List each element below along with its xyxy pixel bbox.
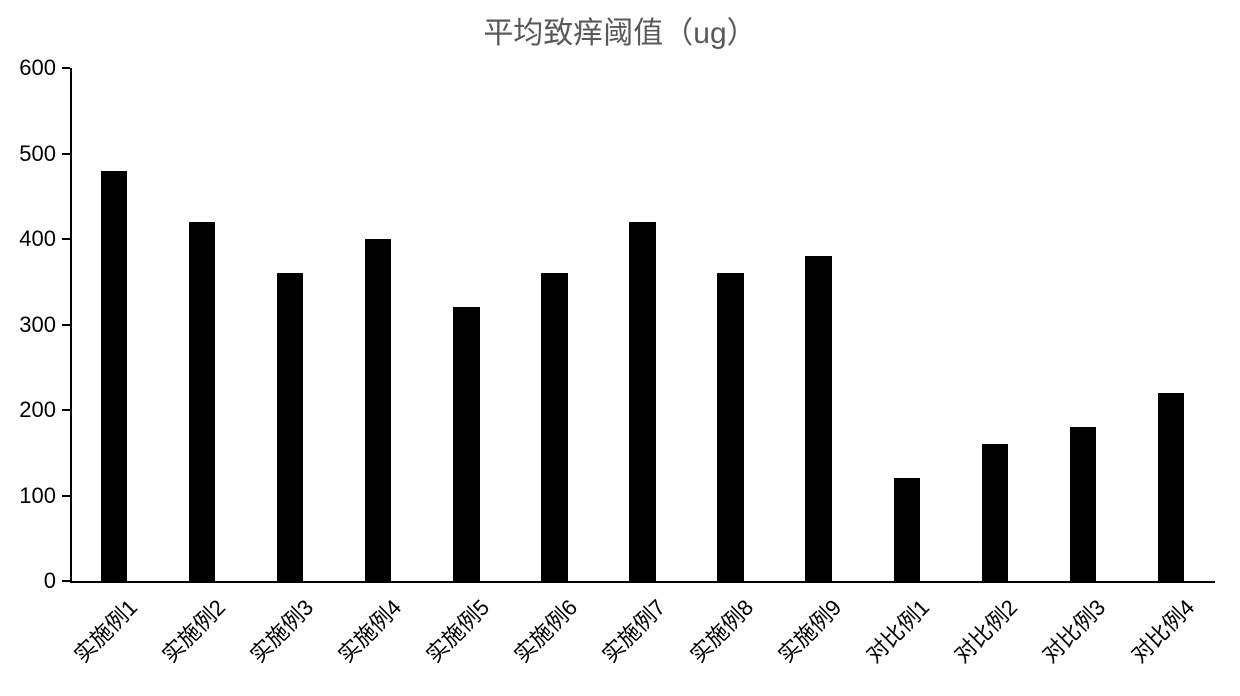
x-tick-label: 对比例3 [1034, 591, 1112, 669]
bar [805, 256, 831, 581]
y-tick-mark [62, 495, 70, 497]
y-tick-mark [62, 580, 70, 582]
y-tick-mark [62, 409, 70, 411]
bar [982, 444, 1008, 581]
x-tick-label: 实施例4 [330, 591, 408, 669]
x-tick-label: 实施例1 [65, 591, 143, 669]
y-tick-label: 600 [0, 55, 56, 81]
plot-area [70, 68, 1215, 581]
y-tick-label: 500 [0, 141, 56, 167]
x-tick-label: 实施例7 [594, 591, 672, 669]
y-tick-label: 300 [0, 312, 56, 338]
x-tick-label: 实施例3 [241, 591, 319, 669]
bar [717, 273, 743, 581]
bar [629, 222, 655, 581]
chart-container: 平均致痒阈值（ug） 0100200300400500600实施例1实施例2实施… [0, 0, 1240, 696]
y-tick-label: 200 [0, 397, 56, 423]
y-tick-label: 100 [0, 483, 56, 509]
x-tick-label: 对比例2 [946, 591, 1024, 669]
y-tick-mark [62, 238, 70, 240]
y-tick-mark [62, 324, 70, 326]
bar [189, 222, 215, 581]
bar [365, 239, 391, 581]
bar [453, 307, 479, 581]
bar [1070, 427, 1096, 581]
y-axis-line [70, 68, 72, 581]
x-axis-line [70, 581, 1215, 583]
x-tick-label: 实施例2 [153, 591, 231, 669]
x-tick-label: 对比例4 [1122, 591, 1200, 669]
x-tick-label: 实施例5 [418, 591, 496, 669]
y-tick-label: 0 [0, 568, 56, 594]
chart-title: 平均致痒阈值（ug） [0, 8, 1240, 52]
bar [101, 171, 127, 581]
bar [894, 478, 920, 581]
x-tick-label: 对比例1 [858, 591, 936, 669]
bar [541, 273, 567, 581]
bar [277, 273, 303, 581]
y-tick-mark [62, 67, 70, 69]
x-tick-label: 实施例8 [682, 591, 760, 669]
bar [1158, 393, 1184, 581]
x-tick-label: 实施例6 [506, 591, 584, 669]
y-tick-mark [62, 153, 70, 155]
y-tick-label: 400 [0, 226, 56, 252]
x-tick-label: 实施例9 [770, 591, 848, 669]
